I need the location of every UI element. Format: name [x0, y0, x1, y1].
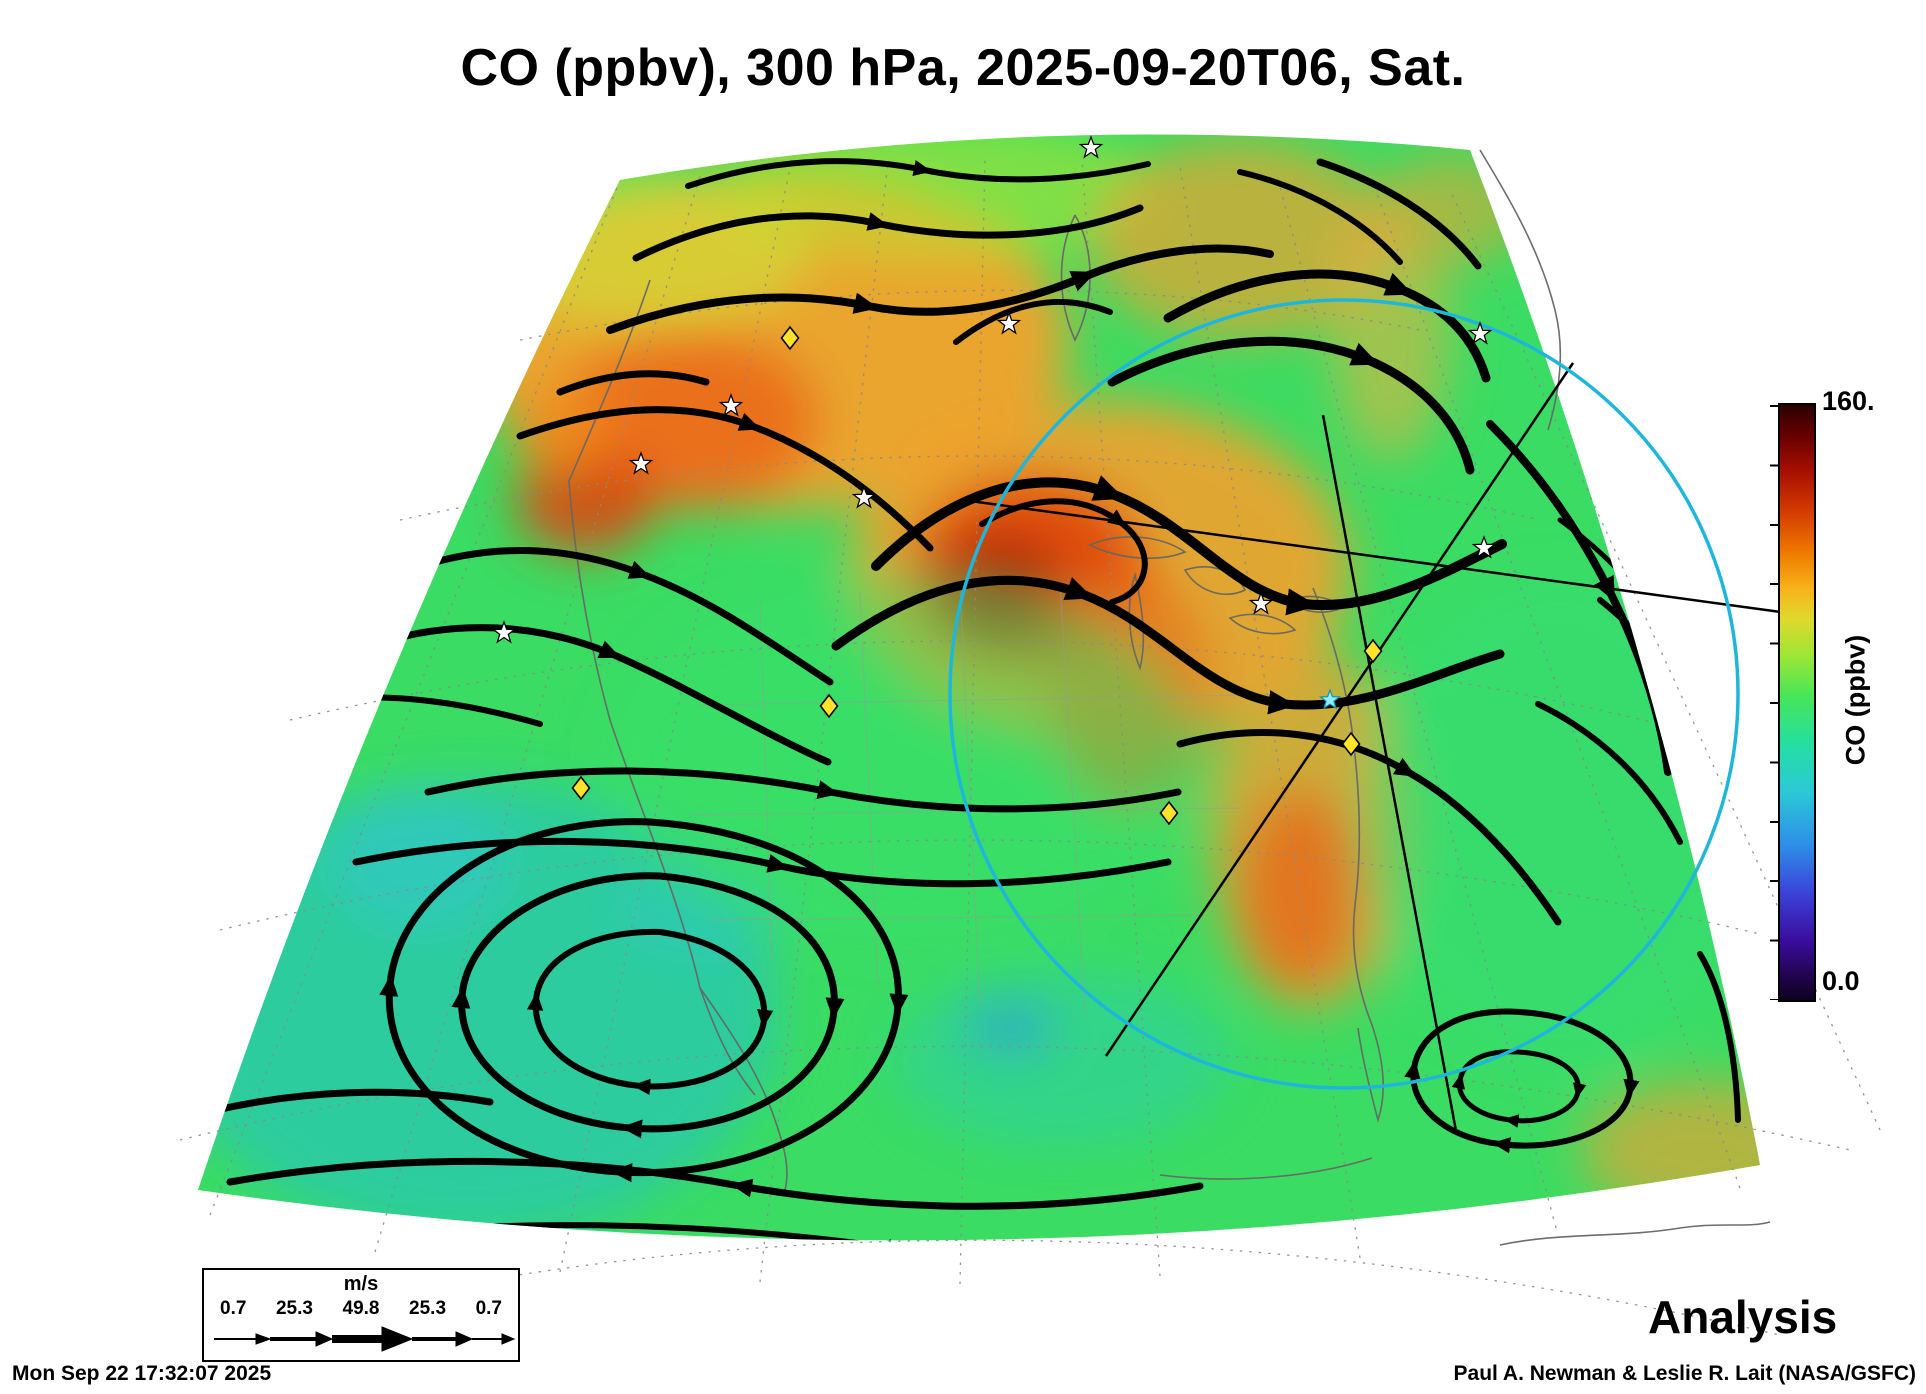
wind-legend-value: 25.3: [275, 1298, 313, 1319]
wind-legend-units-label: m/s: [343, 1273, 379, 1295]
credit-text: Paul A. Newman & Leslie R. Lait (NASA/GS…: [1453, 1362, 1916, 1385]
colorbar-min-label: 0.0: [1822, 966, 1860, 996]
wind-legend-value: 49.8: [342, 1298, 380, 1319]
colorbar: [1770, 403, 1816, 1002]
ground-track-circle: [948, 298, 1740, 1090]
colorbar-max-label: 160.: [1822, 386, 1875, 416]
track-line: [962, 498, 1789, 615]
track-line: [1321, 414, 1458, 1132]
colorbar-ticks: [1770, 405, 1779, 1000]
wind-speed-legend: m/s 0.7 25.3 49.8 25.3 0.7: [202, 1268, 520, 1362]
generation-timestamp: Mon Sep 22 17:32:07 2025: [12, 1362, 272, 1385]
plot-title: CO (ppbv), 300 hPa, 2025-09-20T06, Sat.: [460, 39, 1466, 97]
wind-legend-value: 0.7: [475, 1298, 502, 1319]
wind-legend-value: 0.7: [220, 1298, 247, 1319]
colorbar-axis-label: CO (ppbv): [1840, 634, 1871, 766]
cross-section-lines: [962, 362, 1789, 1132]
wind-legend-values: 0.7 25.3 49.8 25.3 0.7: [204, 1298, 518, 1320]
wind-legend-value: 25.3: [409, 1298, 447, 1319]
track-line: [1104, 362, 1575, 1057]
analysis-label: Analysis: [1648, 1291, 1838, 1343]
wind-legend-arrow-scale: [214, 1326, 516, 1352]
